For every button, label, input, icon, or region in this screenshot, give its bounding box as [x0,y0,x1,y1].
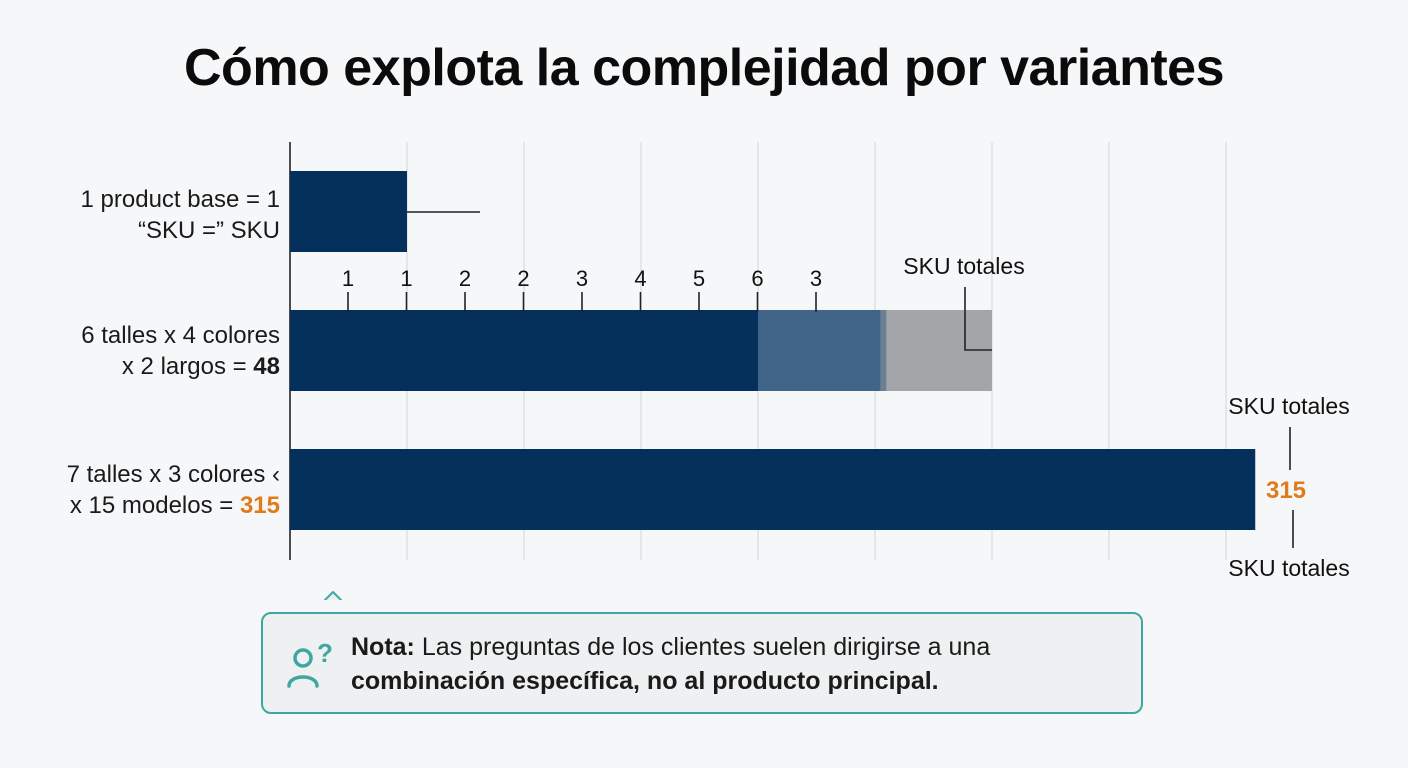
scale-tick-label-7: 5 [693,266,705,291]
bar-chart: 1 1 2 2 3 4 5 6 3 SKU totales 315 SKU totales SKU to… [289,142,1350,600]
category-label-2-line1: 6 talles x 4 colores [81,322,280,349]
category-label-1-line2: “SKU =” SKU [137,217,280,244]
scale-tick-label-5: 3 [576,266,588,291]
svg-text:?: ? [317,638,333,668]
category-label-2-value: 48 [253,353,280,380]
user-question-icon: ? [287,638,333,688]
scale-tick-label-9: 3 [810,266,822,291]
category-label-1-line1: 1 product base = 1 [80,186,280,213]
category-label-3-prefix: x 15 modelos = [69,492,240,519]
category-label-3-value: 315 [239,492,280,519]
scale-tick-label-4: 2 [517,266,529,291]
bar-2-segment-1 [290,310,758,391]
bar-3 [290,449,1256,530]
scale-tick-label-3: 2 [459,266,471,291]
category-label-2-prefix: x 2 largos = [121,353,254,380]
bar-2-segment-2 [758,310,881,391]
scale-tick-label-6: 4 [634,266,646,291]
note-bold-text: combinación específica, no al producto p… [351,667,939,695]
category-label-1: 1 product base = 1 “SKU =” SKU [0,184,280,246]
category-label-3-line2: x 15 modelos = 315 [0,490,280,521]
category-label-3: 7 talles x 3 colores ‹ x 15 modelos = 31… [0,459,280,521]
category-label-3-line1: 7 talles x 3 colores ‹ [66,461,280,488]
chart-title: Cómo explota la complejidad por variante… [184,39,1225,97]
category-label-2: 6 talles x 4 colores x 2 largos = 48 [0,320,280,382]
bar-2-segment-3 [880,310,887,391]
bar-1 [290,171,407,252]
bar-2-leader [964,287,992,351]
note-body: Las preguntas de los clientes suelen dir… [414,633,991,661]
scale-tick-label-2: 1 [400,266,412,291]
note-pointer [323,591,343,600]
category-label-2-line2: x 2 largos = 48 [0,351,280,382]
scale-tick-label-1: 1 [342,266,354,291]
bar-3-annotation-top: SKU totales [1228,393,1349,419]
scale-tick-label-8: 6 [751,266,763,291]
bar-2-annotation: SKU totales [903,253,1024,279]
note-box: ? Nota: Las preguntas de los clientes su… [261,612,1143,714]
note-label: Nota: [351,633,415,661]
bar-3-annotation-bottom: SKU totales [1228,555,1349,581]
note-text: Nota: Las preguntas de los clientes suel… [351,630,1125,698]
bar-3-value-label: 315 [1266,477,1306,504]
